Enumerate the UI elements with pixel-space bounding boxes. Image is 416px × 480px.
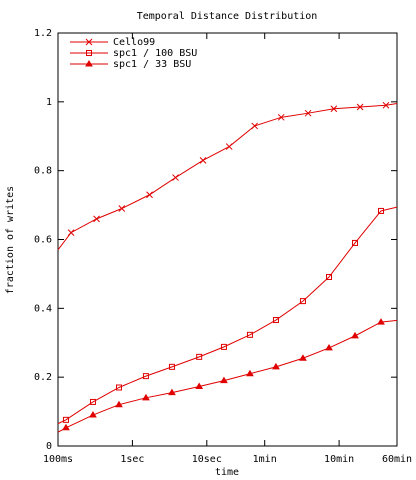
x-tick-label: 100ms: [43, 454, 73, 465]
y-axis-label: fraction of writes: [5, 186, 16, 294]
marker: [199, 156, 207, 164]
y-tick-label: 0.2: [34, 372, 52, 383]
marker: [378, 207, 385, 214]
marker: [142, 393, 150, 401]
marker: [195, 382, 204, 389]
marker: [168, 388, 176, 396]
marker: [325, 343, 333, 351]
marker: [246, 331, 253, 338]
legend-label: spc1 / 100 BSU: [113, 48, 197, 59]
marker: [142, 373, 149, 380]
marker: [196, 353, 203, 360]
marker: [89, 411, 97, 418]
marker: [251, 122, 259, 130]
chart-title: Temporal Distance Distribution: [137, 11, 318, 22]
marker: [67, 229, 75, 236]
y-tick-label: 0.6: [34, 235, 52, 246]
marker: [115, 400, 123, 408]
series-line: [57, 103, 398, 251]
y-tick-label: 0: [46, 441, 52, 452]
plot-frame: [57, 32, 398, 447]
marker: [86, 50, 92, 56]
marker: [326, 274, 333, 281]
legend-label: Cello99: [113, 37, 155, 48]
marker: [277, 113, 285, 121]
x-tick-label: 1min: [253, 454, 277, 465]
x-tick-label: 10sec: [192, 454, 222, 465]
marker: [225, 143, 233, 150]
marker: [85, 60, 93, 67]
y-tick-label: 1: [46, 97, 52, 108]
marker: [246, 369, 254, 377]
marker: [62, 416, 69, 423]
marker: [220, 343, 227, 350]
marker: [382, 101, 390, 109]
marker: [272, 317, 279, 324]
marker: [356, 103, 364, 111]
series-line: [57, 206, 398, 425]
x-axis-label: time: [215, 467, 239, 478]
marker: [351, 331, 359, 339]
marker: [168, 363, 175, 370]
marker: [299, 298, 306, 305]
marker: [89, 398, 96, 405]
marker: [172, 174, 179, 181]
marker: [330, 105, 338, 113]
marker: [352, 239, 359, 246]
marker: [299, 354, 307, 361]
marker: [304, 109, 312, 117]
y-tick-label: 0.4: [34, 303, 52, 314]
marker: [115, 384, 122, 391]
y-tick-label: 1.2: [34, 28, 52, 39]
x-tick-label: 60min: [382, 454, 412, 465]
x-tick-label: 10min: [324, 454, 354, 465]
legend-label: spc1 / 33 BSU: [113, 59, 191, 70]
marker: [377, 318, 385, 325]
marker: [146, 191, 153, 199]
marker: [62, 423, 70, 431]
marker: [85, 38, 93, 46]
marker: [93, 215, 100, 223]
marker: [118, 205, 126, 212]
x-tick-label: 1sec: [120, 454, 144, 465]
marker: [272, 362, 280, 370]
marker: [220, 376, 228, 384]
y-tick-label: 0.8: [34, 166, 52, 177]
series-line: [57, 319, 398, 433]
